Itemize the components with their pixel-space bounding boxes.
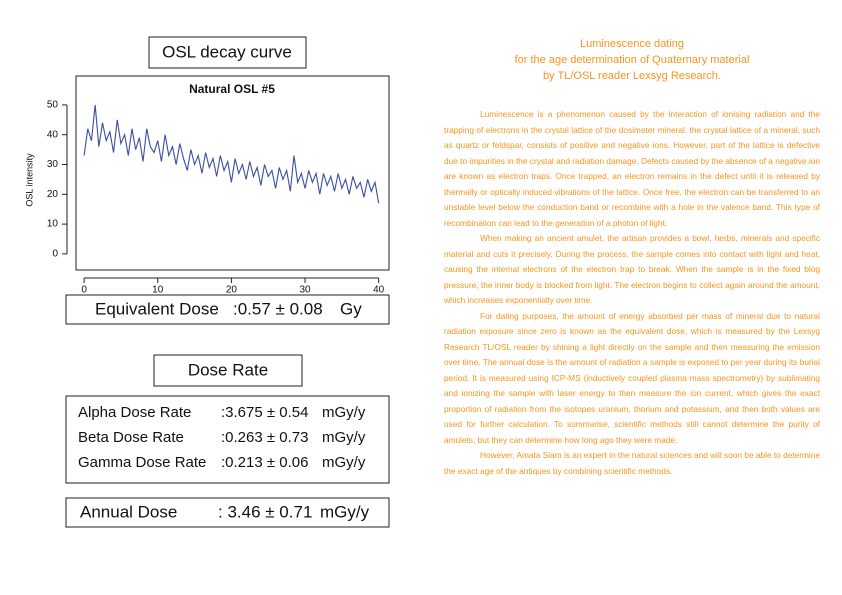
article: Luminescence dating for the age determina… <box>444 36 820 479</box>
label: Gamma Dose Rate <box>78 454 206 471</box>
heading-box <box>148 36 307 69</box>
data-line <box>83 104 380 204</box>
y-tick-label: 0 <box>52 249 58 260</box>
unit: Gy <box>340 299 362 318</box>
unit: mGy/y <box>320 502 370 521</box>
plot-frame <box>75 75 390 271</box>
unit: mGy/y <box>322 454 366 471</box>
label: Alpha Dose Rate <box>78 404 191 421</box>
article-title: by TL/OSL reader Lexsyg Research. <box>543 70 721 82</box>
dose-rate-heading: Dose Rate <box>188 360 268 379</box>
paragraph: When making an ancient amulet, the artis… <box>444 233 820 305</box>
y-tick-label: 40 <box>47 129 59 140</box>
left-panel: OSL decay curve Natural OSL #5 OSL inten… <box>24 36 390 528</box>
y-tick-label: 20 <box>47 189 59 200</box>
x-tick-label: 10 <box>152 285 164 296</box>
x-tick-label: 30 <box>299 285 311 296</box>
y-tick-label: 30 <box>47 159 59 170</box>
label: Annual Dose <box>80 502 177 521</box>
dose-rate-heading-box <box>153 354 303 387</box>
x-tick-label: 0 <box>81 285 87 296</box>
annual-dose-box <box>65 497 390 528</box>
article-title: for the age determination of Quaternary … <box>514 54 750 66</box>
x-tick-label: 20 <box>226 285 238 296</box>
chart-title: Natural OSL #5 <box>189 82 275 96</box>
label: Beta Dose Rate <box>78 429 184 446</box>
unit: mGy/y <box>322 429 366 446</box>
y-tick-label: 10 <box>47 219 59 230</box>
value: :0.263 ± 0.73 <box>221 429 308 446</box>
article-title: Luminescence dating <box>580 38 684 50</box>
value: :0.57 ± 0.08 <box>233 299 323 318</box>
paragraph: Luminescence is a phenomenon caused by t… <box>444 109 820 228</box>
value: :0.213 ± 0.06 <box>221 454 308 471</box>
y-tick-label: 50 <box>47 100 59 111</box>
value: : 3.46 ± 0.71 <box>218 502 312 521</box>
value: :3.675 ± 0.54 <box>221 404 308 421</box>
dose-rates-box <box>65 395 390 484</box>
x-tick-label: 40 <box>373 285 385 296</box>
paragraph: For dating purposes, the amount of energ… <box>444 310 820 445</box>
paragraph: However, Amata Siam is an expert in the … <box>444 450 820 476</box>
unit: mGy/y <box>322 404 366 421</box>
equivalent-dose-box <box>65 294 390 325</box>
y-axis-label: OSL intensity <box>24 153 34 207</box>
chart-heading: OSL decay curve <box>162 42 292 61</box>
label: Equivalent Dose <box>95 299 219 318</box>
